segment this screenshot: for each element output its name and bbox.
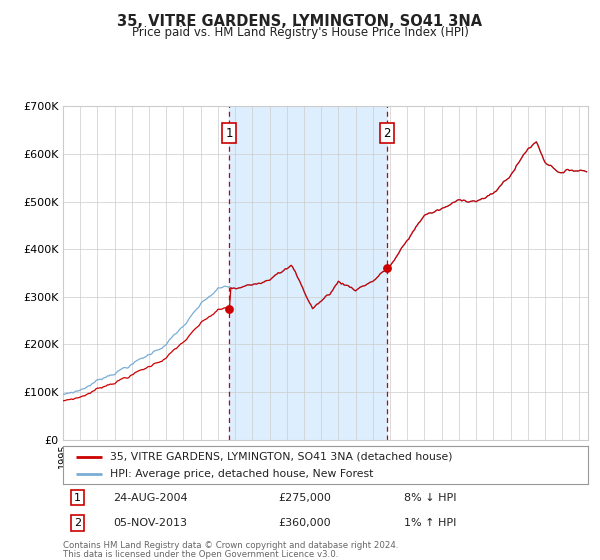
Point xyxy=(224,304,234,313)
Text: 35, VITRE GARDENS, LYMINGTON, SO41 3NA (detached house): 35, VITRE GARDENS, LYMINGTON, SO41 3NA (… xyxy=(110,451,453,461)
Text: HPI: Average price, detached house, New Forest: HPI: Average price, detached house, New … xyxy=(110,469,374,479)
Text: Contains HM Land Registry data © Crown copyright and database right 2024.: Contains HM Land Registry data © Crown c… xyxy=(63,541,398,550)
Bar xyxy=(229,106,387,440)
Text: 35, VITRE GARDENS, LYMINGTON, SO41 3NA: 35, VITRE GARDENS, LYMINGTON, SO41 3NA xyxy=(118,14,482,29)
Text: 05-NOV-2013: 05-NOV-2013 xyxy=(113,518,187,528)
Text: £360,000: £360,000 xyxy=(278,518,331,528)
Text: This data is licensed under the Open Government Licence v3.0.: This data is licensed under the Open Gov… xyxy=(63,550,338,559)
Text: 1: 1 xyxy=(74,493,81,503)
Text: 24-AUG-2004: 24-AUG-2004 xyxy=(113,493,187,503)
Text: Price paid vs. HM Land Registry's House Price Index (HPI): Price paid vs. HM Land Registry's House … xyxy=(131,26,469,39)
Text: 8% ↓ HPI: 8% ↓ HPI xyxy=(404,493,457,503)
Text: 1% ↑ HPI: 1% ↑ HPI xyxy=(404,518,457,528)
Text: 2: 2 xyxy=(74,518,81,528)
Text: 1: 1 xyxy=(226,127,233,139)
Text: 2: 2 xyxy=(383,127,391,139)
Point xyxy=(382,264,392,273)
Text: £275,000: £275,000 xyxy=(278,493,331,503)
